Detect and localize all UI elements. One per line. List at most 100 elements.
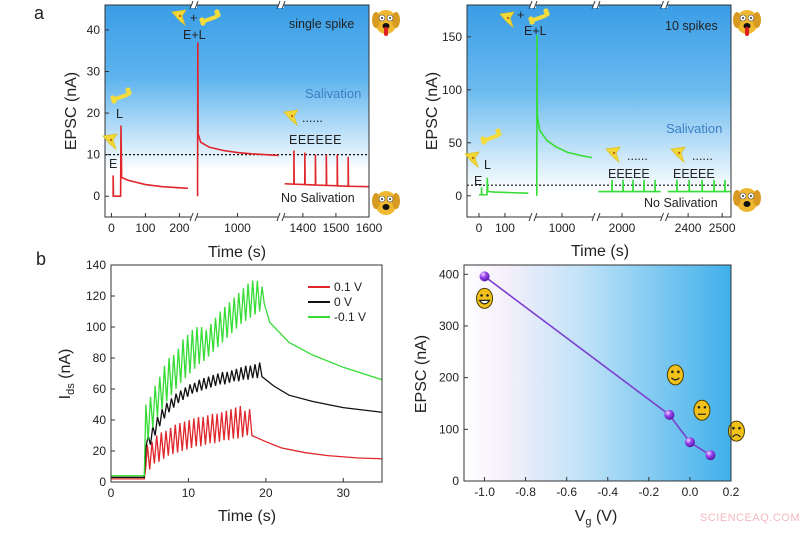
y-tick-label: 0 <box>452 474 459 488</box>
epsc-trace-segment-2 <box>284 150 370 188</box>
y-tick-label: 100 <box>439 422 459 436</box>
y-tick-label: 150 <box>442 30 462 44</box>
watermark: SCIENCEAQ.COM <box>700 512 800 524</box>
y-tick-label: 20 <box>87 106 101 120</box>
x-tick-label: 0.2 <box>723 485 740 499</box>
data-point <box>705 450 716 461</box>
label-e: E <box>109 157 117 171</box>
axis-break-mark <box>276 212 286 222</box>
data-point <box>479 271 490 282</box>
label-e-plus-l: E+L <box>524 24 547 38</box>
epsc-vs-vg-line <box>484 275 711 456</box>
x-tick-label: 1500 <box>323 221 350 235</box>
axis-break-gap <box>278 214 284 220</box>
label-plus: + <box>517 8 524 22</box>
y-tick-label: 30 <box>87 65 101 79</box>
label-e-train: EEEEEE <box>289 133 342 147</box>
axis-break-mark <box>276 0 286 10</box>
legend-label: 0 V <box>334 295 352 309</box>
y-tick-label: 0 <box>455 189 462 203</box>
plot-background <box>467 5 731 217</box>
epsc-trace-segment-0 <box>478 177 529 196</box>
x-tick-label: 0 <box>108 221 115 235</box>
epsc-trace-segment-2 <box>598 179 661 193</box>
axis-break-gap <box>593 214 599 220</box>
x-axis-title: Time (s) <box>571 243 629 260</box>
epsc-trace-segment-0 <box>112 125 188 198</box>
axis-break-mark <box>591 212 601 222</box>
axis-break-mark <box>660 0 669 10</box>
dog-salivating-icon <box>732 9 762 36</box>
y-axis-title: Ids (nA) <box>57 349 77 400</box>
x-axis-title: Time (s) <box>218 508 276 525</box>
panel-label-b: b <box>36 249 46 269</box>
chart-a-single-spike: single spike Salivation No Salivation E … <box>87 0 401 235</box>
axis-break-gap <box>593 2 599 8</box>
chart-a-10-spikes: 10 spikes Salivation No Salivation E L +… <box>442 0 762 235</box>
label-salivation: Salivation <box>666 121 722 136</box>
x-tick-label: -1.0 <box>474 485 495 499</box>
epsc-trace-segment-3 <box>667 179 731 193</box>
x-tick-label: 0 <box>108 486 115 500</box>
smiling-face-icon <box>666 364 684 386</box>
dog-salivating-icon <box>371 9 401 36</box>
x-tick-label: 10 <box>182 486 196 500</box>
x-tick-label: 30 <box>337 486 351 500</box>
series-line-2 <box>111 280 383 477</box>
x-tick-label: 1000 <box>224 221 251 235</box>
laughing-face-icon <box>476 287 494 309</box>
label-plus: + <box>190 11 197 25</box>
axis-break-gap <box>530 2 536 8</box>
plot-frame <box>110 264 383 483</box>
x-tick-label: -0.4 <box>597 485 618 499</box>
dog-icon <box>371 190 401 216</box>
plot-background <box>464 265 731 481</box>
label-e-plus-l: E+L <box>183 28 206 42</box>
axis-break-mark <box>189 212 199 222</box>
label-l: L <box>484 158 491 172</box>
y-tick-label: 10 <box>87 148 101 162</box>
axis-break-mark <box>528 0 538 10</box>
y-tick-label: 80 <box>93 351 107 365</box>
axis-break-mark <box>189 0 199 10</box>
axis-break-gap <box>661 214 668 220</box>
y-tick-label: 0 <box>99 475 106 489</box>
y-tick-label: 200 <box>439 371 459 385</box>
label-no-salivation: No Salivation <box>644 196 718 210</box>
label-salivation: Salivation <box>305 86 361 101</box>
x-tick-label: -0.2 <box>639 485 660 499</box>
plot-frame <box>463 264 732 482</box>
y-tick-label: 300 <box>439 319 459 333</box>
y-tick-label: 100 <box>442 83 462 97</box>
y-tick-label: 100 <box>86 320 106 334</box>
x-tick-label: 1000 <box>549 221 576 235</box>
x-tick-label: -0.8 <box>515 485 536 499</box>
x-tick-label: 0 <box>476 221 483 235</box>
axis-break-mark <box>660 212 669 222</box>
title-single-spike: single spike <box>289 17 354 31</box>
y-tick-label: 60 <box>93 382 107 396</box>
chart-b-epsc-vg: -1.0 -0.8 -0.6 -0.4 -0.2 0.0 0.2 0 100 200 300 400 <box>439 264 745 499</box>
x-axis-title: Time (s) <box>208 244 266 261</box>
x-tick-label: 20 <box>259 486 273 500</box>
label-l: L <box>116 107 123 121</box>
y-tick-label: 120 <box>86 289 106 303</box>
y-tick-label: 0 <box>93 189 100 203</box>
label-e: E <box>474 174 482 188</box>
plot-frame <box>104 4 370 218</box>
y-axis-title: EPSC (nA) <box>63 72 80 150</box>
x-tick-label: 1400 <box>289 221 316 235</box>
x-tick-label: 2500 <box>709 221 736 235</box>
label-dots: ...... <box>627 149 648 163</box>
y-tick-label: 40 <box>93 413 107 427</box>
axis-break-gap <box>191 214 197 220</box>
x-tick-label: 100 <box>135 221 155 235</box>
series-line-1 <box>111 362 383 479</box>
neutral-face-icon <box>693 399 711 421</box>
title-10-spikes: 10 spikes <box>665 19 718 33</box>
x-tick-label: 0.0 <box>682 485 699 499</box>
series-line-0 <box>111 406 383 480</box>
axis-break-gap <box>278 2 284 8</box>
y-axis-title: EPSC (nA) <box>413 335 430 413</box>
